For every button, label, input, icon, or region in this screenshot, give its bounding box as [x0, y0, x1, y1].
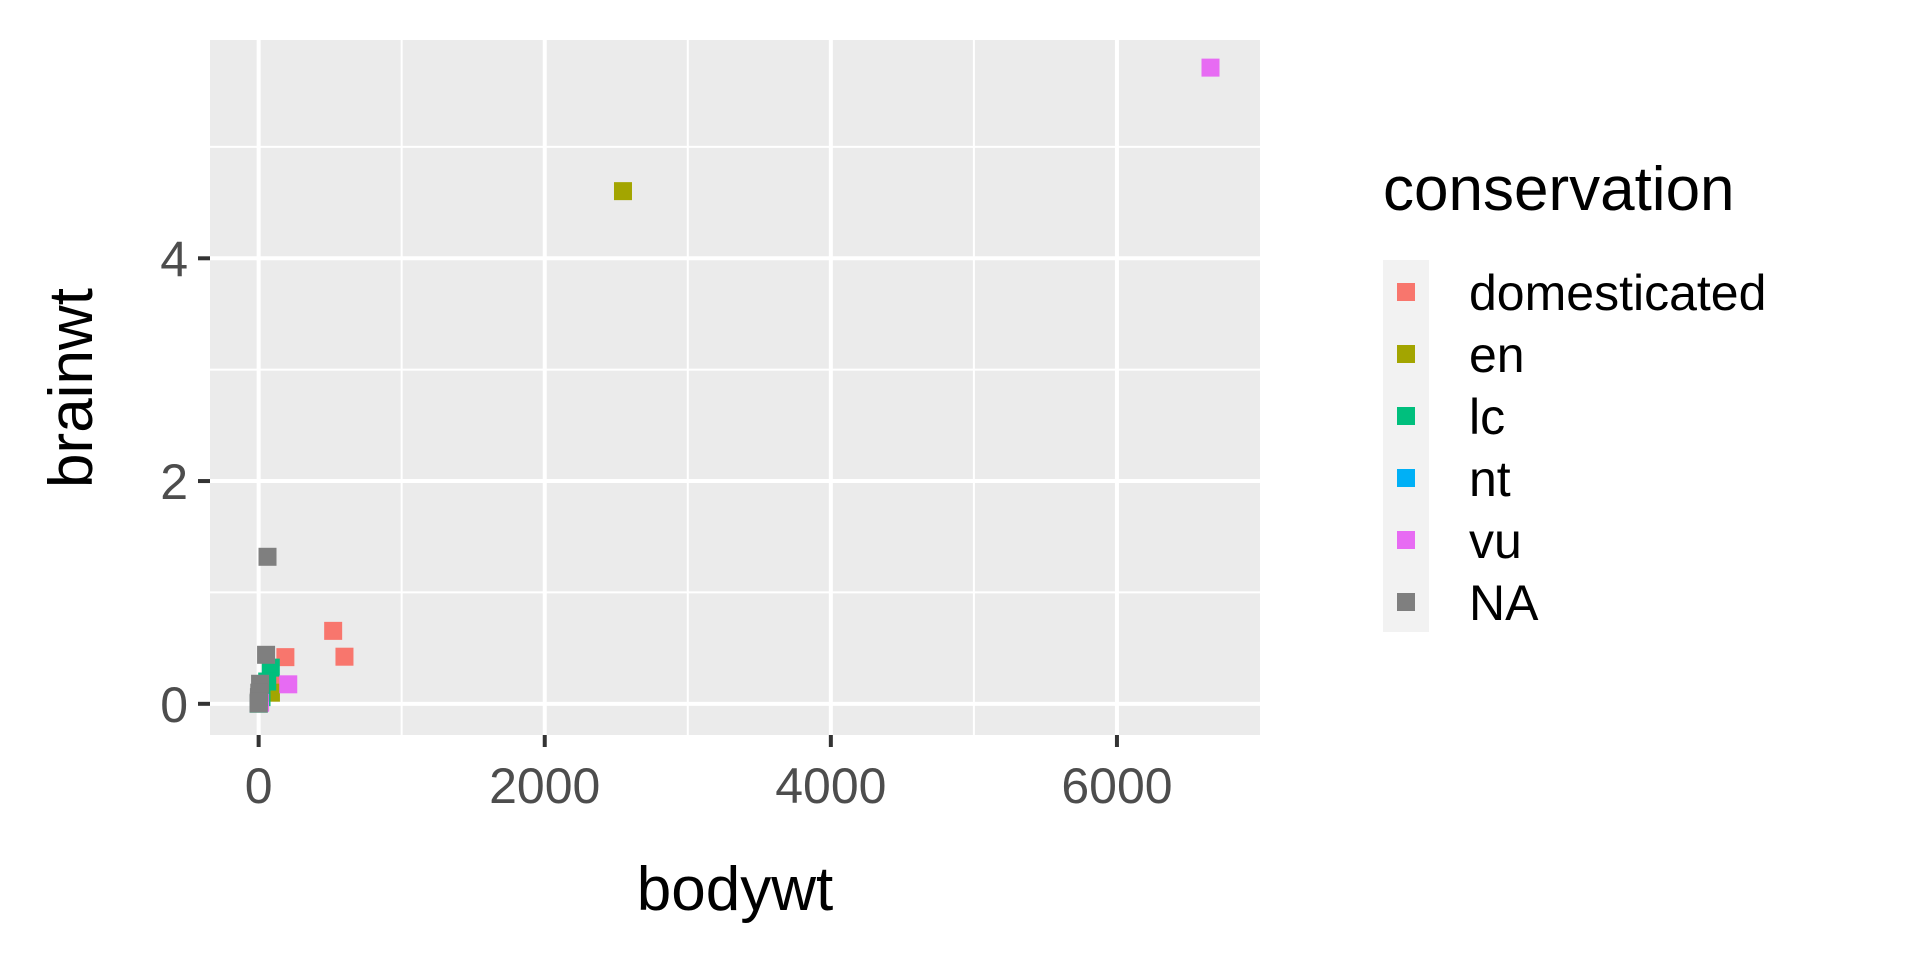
point-vu — [279, 675, 298, 694]
x-tick-label: 4000 — [775, 758, 886, 814]
y-tick-label: 4 — [160, 231, 188, 287]
legend-key-domesticated — [1397, 283, 1415, 301]
point-na — [257, 645, 276, 664]
legend-key-na — [1397, 593, 1415, 611]
legend-label-en: en — [1469, 327, 1525, 383]
point-na — [249, 694, 268, 713]
point-vu — [1201, 58, 1220, 77]
legend-key-vu — [1397, 531, 1415, 549]
x-axis-title: bodywt — [637, 855, 833, 924]
point-na — [258, 547, 277, 566]
legend-label-nt: nt — [1469, 451, 1511, 507]
legend-label-vu: vu — [1469, 513, 1522, 569]
point-domesticated — [335, 647, 354, 666]
x-tick-label: 2000 — [489, 758, 600, 814]
legend-key-en — [1397, 345, 1415, 363]
y-axis-title: brainwt — [37, 288, 106, 488]
legend: conservation domesticated en lc nt vu NA — [1383, 155, 1766, 632]
legend-key-lc — [1397, 407, 1415, 425]
x-tick-label: 0 — [245, 758, 273, 814]
legend-label-domesticated: domesticated — [1469, 265, 1766, 321]
legend-key-nt — [1397, 469, 1415, 487]
legend-label-na: NA — [1469, 575, 1539, 631]
y-tick-label: 0 — [160, 677, 188, 733]
x-tick-label: 6000 — [1061, 758, 1172, 814]
plot-panel — [210, 40, 1260, 735]
y-tick-label: 2 — [160, 454, 188, 510]
data-points — [249, 58, 1220, 713]
point-domesticated — [276, 648, 295, 667]
legend-title: conservation — [1383, 155, 1735, 224]
major-gridlines — [210, 40, 1260, 735]
legend-items: domesticated en lc nt vu NA — [1397, 265, 1766, 631]
minor-gridlines — [210, 40, 1260, 735]
legend-key-background — [1383, 260, 1429, 632]
x-axis: 0 2000 4000 6000 — [245, 735, 1173, 814]
y-axis: 0 2 4 — [160, 231, 210, 733]
point-en — [613, 182, 632, 201]
legend-label-lc: lc — [1469, 389, 1505, 445]
point-domesticated — [324, 621, 343, 640]
